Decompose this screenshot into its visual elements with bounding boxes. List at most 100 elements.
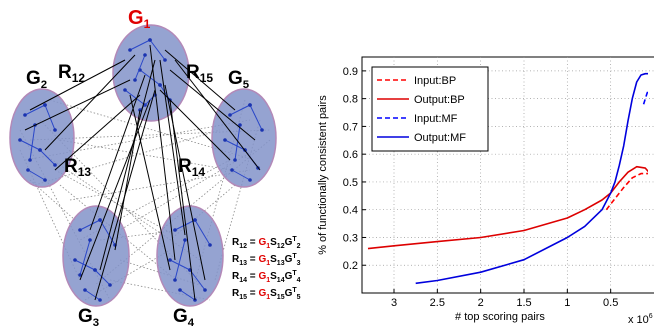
dotted-link <box>59 139 231 171</box>
relation-link <box>99 59 156 271</box>
intra-edge <box>189 269 206 291</box>
x-axis-label: # top scoring pairs <box>455 311 545 323</box>
network-node <box>230 168 234 172</box>
y-axis-label: % of functionally consistent pairs <box>317 95 329 255</box>
intra-edge <box>74 259 96 271</box>
label-letter: G <box>228 68 243 89</box>
network-node <box>88 238 92 242</box>
relation-link <box>174 59 261 171</box>
network-node <box>248 103 252 107</box>
relation-label-r14: R14 <box>178 156 205 179</box>
intra-edge <box>134 54 146 81</box>
eq-g1: G <box>258 271 266 282</box>
dotted-link <box>69 169 251 201</box>
eq-lhs: R <box>232 254 240 265</box>
network-label-g1: G1 <box>128 7 151 31</box>
intra-edge <box>124 89 146 106</box>
network-node <box>43 103 47 107</box>
eq-lhs-sub: 14 <box>239 277 247 284</box>
network-node <box>238 123 242 127</box>
relation-label-r15: R15 <box>186 62 213 85</box>
eq-g: G <box>285 288 293 299</box>
network-label-g3: G3 <box>78 306 99 329</box>
network-node <box>78 273 82 277</box>
network-node <box>248 178 252 182</box>
network-g5-ellipse <box>211 88 277 188</box>
network-node <box>260 128 264 132</box>
y-tick-label: 0.9 <box>343 66 358 78</box>
label-subscript: 4 <box>188 317 195 329</box>
intra-edge <box>169 259 191 271</box>
y-tick-label: 0.6 <box>343 149 358 161</box>
network-node <box>28 158 32 162</box>
eq-s-sub: 14 <box>277 277 285 284</box>
network-node <box>158 83 162 87</box>
eq-lhs-sub: 15 <box>239 294 247 301</box>
eq-sign: = <box>247 237 258 248</box>
network-label-g5: G5 <box>228 68 250 91</box>
relation-label-r13: R13 <box>64 156 91 179</box>
eq-lhs: R <box>232 288 240 299</box>
eq-g-sup: T <box>292 253 297 260</box>
relation-link <box>29 59 126 111</box>
series-line-output-mf <box>415 72 648 285</box>
eq-g: G <box>285 237 293 248</box>
x-multiplier-label: x 106 <box>628 313 653 326</box>
network-node <box>108 283 112 287</box>
relation-label-r12: R12 <box>58 62 85 85</box>
intra-edge <box>84 289 101 301</box>
legend-label: Input:MF <box>414 113 458 125</box>
network-g2-ellipse <box>9 88 75 188</box>
network-node <box>53 128 57 132</box>
label-letter: G <box>173 306 188 327</box>
intra-edge <box>19 139 41 151</box>
network-node <box>223 138 227 142</box>
intra-edge <box>229 104 251 116</box>
y-tick-label: 0.3 <box>343 232 358 244</box>
relation-link <box>164 49 236 111</box>
eq-lhs-sub: 13 <box>239 260 247 267</box>
network-node <box>208 243 212 247</box>
network-node <box>183 238 187 242</box>
relation-link <box>54 94 141 171</box>
network-node <box>143 53 147 57</box>
label-letter: G <box>26 68 41 89</box>
network-node <box>178 288 182 292</box>
rel-subscript: 14 <box>192 165 206 179</box>
network-node <box>228 113 232 117</box>
label-letter: G <box>128 7 144 29</box>
eq-s: S <box>270 271 277 282</box>
network-node <box>173 228 177 232</box>
rel-letter: R <box>64 156 78 177</box>
intra-edge <box>79 219 101 231</box>
legend-label: Output:MF <box>414 132 466 144</box>
label-subscript: 3 <box>93 317 99 329</box>
x-tick-label: 2 <box>478 297 484 309</box>
intra-edge <box>179 289 196 301</box>
network-node <box>123 88 127 92</box>
network-node <box>98 218 102 222</box>
intra-edge <box>194 219 211 246</box>
intra-edge <box>44 104 56 131</box>
eq-g1: G <box>258 288 266 299</box>
eq-s-sub: 12 <box>277 243 285 250</box>
intra-edge <box>231 169 251 181</box>
network-node <box>18 138 22 142</box>
network-label-g2: G2 <box>26 68 47 91</box>
eq-sign: = <box>247 288 258 299</box>
x-tick-label: 1.5 <box>516 297 531 309</box>
relation-link <box>129 94 171 271</box>
legend-label: Output:BP <box>414 94 465 106</box>
network-node <box>78 228 82 232</box>
dotted-link <box>79 159 231 241</box>
y-tick-label: 0.8 <box>343 94 358 106</box>
relation-link <box>159 89 231 161</box>
label-subscript: 1 <box>144 17 151 31</box>
network-node <box>163 58 167 62</box>
network-node <box>26 168 30 172</box>
series-line-input-bp <box>605 172 648 211</box>
rel-letter: R <box>186 62 200 83</box>
eq-sign: = <box>247 271 258 282</box>
eq-sign: = <box>247 254 258 265</box>
multiplier-exp: 6 <box>649 313 653 320</box>
